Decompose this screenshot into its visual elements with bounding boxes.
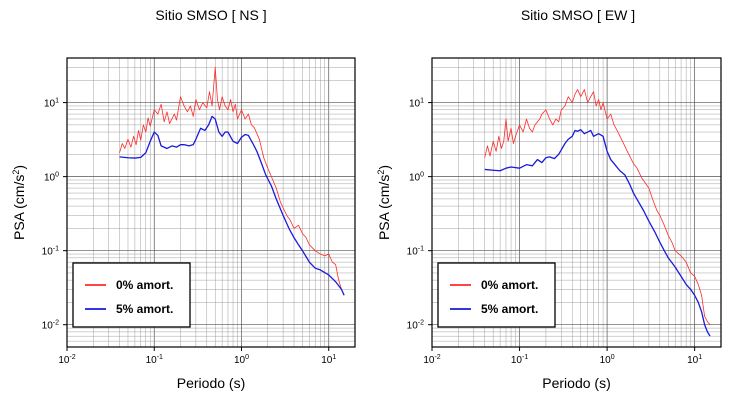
y-tick-label: 10-2	[407, 320, 424, 332]
legend-box	[72, 262, 191, 328]
series-line-zero-damping	[119, 66, 345, 296]
x-tick-label: 100	[234, 354, 249, 366]
x-axis-label: Periodo (s)	[177, 375, 245, 391]
y-tick-label: 100	[44, 172, 59, 184]
y-axis-label: PSA (cm/s2)	[376, 165, 392, 240]
x-tick-label: 10-2	[58, 354, 75, 366]
y-tick-label: 10-2	[42, 320, 59, 332]
legend-label: 5% amort.	[481, 302, 538, 316]
legend: 0% amort. 5% amort.	[437, 262, 556, 328]
x-tick-label: 101	[687, 354, 702, 366]
y-tick-label: 10-1	[407, 246, 424, 258]
x-tick-label: 10-1	[511, 354, 528, 366]
y-tick-label: 100	[409, 172, 424, 184]
series-line-five-percent-damping	[119, 115, 345, 296]
legend-label: 0% amort.	[116, 278, 173, 292]
y-tick-label: 10-1	[42, 246, 59, 258]
x-tick-label: 100	[600, 354, 615, 366]
plot-frame	[66, 57, 356, 348]
x-tick-label: 10-1	[146, 354, 163, 366]
panel-ew: 10-2 10-1 100 101 10-2 10-1 100 101 Sitio SMSO […	[376, 7, 722, 391]
legend-label: 5% amort.	[116, 302, 173, 316]
legend-box	[437, 262, 556, 328]
y-tick-label: 101	[44, 98, 59, 110]
series-line-five-percent-damping	[484, 129, 711, 337]
grid	[66, 57, 356, 348]
plot-frame	[431, 57, 722, 348]
chart-title: Sitio SMSO [ NS ]	[155, 7, 266, 23]
legend-label: 0% amort.	[481, 278, 538, 292]
series-line-zero-damping	[484, 89, 711, 325]
x-tick-label: 10-2	[423, 354, 440, 366]
y-tick-label: 101	[409, 98, 424, 110]
x-axis-label: Periodo (s)	[542, 375, 610, 391]
y-axis-label: PSA (cm/s2)	[11, 165, 27, 240]
x-tick-label: 101	[321, 354, 336, 366]
chart-title: Sitio SMSO [ EW ]	[521, 7, 635, 23]
panel-ns: 10-2 10-1 100 101 10-2 10-1 100 101 Sitio SMSO […	[11, 7, 356, 391]
legend: 0% amort. 5% amort.	[72, 262, 191, 328]
